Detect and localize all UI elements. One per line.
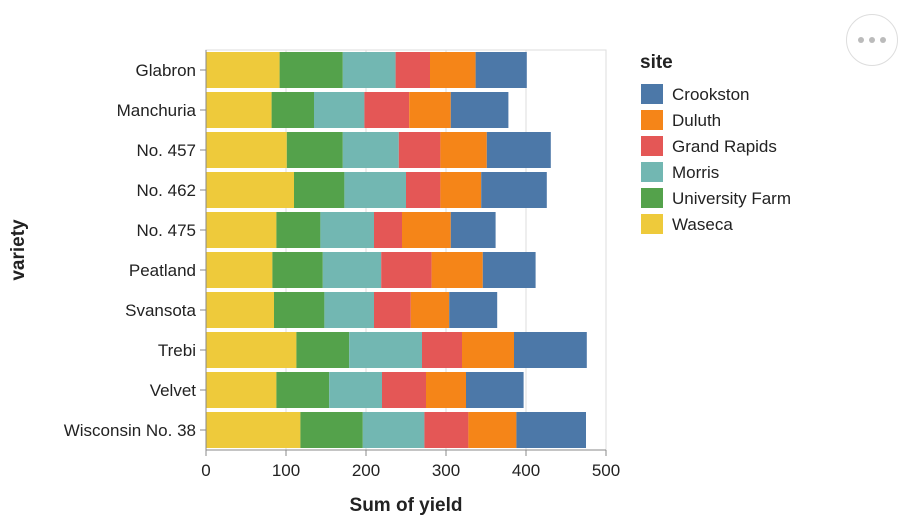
bar-manchuria-waseca [206, 92, 272, 128]
y-tick-label-wisconsin-no-38: Wisconsin No. 38 [64, 421, 196, 440]
bar-trebi-grand-rapids [422, 332, 462, 368]
x-tick-label: 200 [352, 461, 380, 480]
legend-swatch-waseca [641, 214, 663, 234]
legend-label-university-farm: University Farm [672, 189, 791, 208]
bar-wisconsin-no-38-waseca [206, 412, 301, 448]
legend-title: site [640, 52, 673, 73]
legend-swatch-duluth [641, 110, 663, 130]
bar-wisconsin-no-38-grand-rapids [424, 412, 469, 448]
bar-no-475-grand-rapids [374, 212, 402, 248]
bar-manchuria-grand-rapids [364, 92, 410, 128]
bar-glabron-morris [342, 52, 396, 88]
legend-swatch-morris [641, 162, 663, 182]
bar-svansota-morris [324, 292, 374, 328]
bar-svansota-grand-rapids [374, 292, 411, 328]
bar-no-462-grand-rapids [406, 172, 441, 208]
bar-wisconsin-no-38-morris [362, 412, 425, 448]
bar-svansota-university-farm [274, 292, 325, 328]
y-tick-label-glabron: Glabron [136, 61, 196, 80]
bar-no-475-morris [320, 212, 374, 248]
y-tick-label-no-475: No. 475 [136, 221, 196, 240]
bar-no-457-grand-rapids [398, 132, 441, 168]
y-tick-label-manchuria: Manchuria [117, 101, 197, 120]
bar-trebi-crookston [514, 332, 587, 368]
legend-label-grand-rapids: Grand Rapids [672, 137, 777, 156]
bar-manchuria-duluth [409, 92, 451, 128]
legend-label-duluth: Duluth [672, 111, 721, 130]
bar-peatland-waseca [206, 252, 273, 288]
more-icon [858, 37, 886, 43]
bar-trebi-morris [349, 332, 422, 368]
bar-trebi-duluth [462, 332, 514, 368]
bar-no-462-duluth [440, 172, 482, 208]
bar-velvet-grand-rapids [382, 372, 426, 408]
bar-no-457-crookston [486, 132, 551, 168]
bar-wisconsin-no-38-duluth [468, 412, 517, 448]
bar-svansota-crookston [449, 292, 498, 328]
legend-swatch-crookston [641, 84, 663, 104]
bar-velvet-duluth [426, 372, 466, 408]
bar-wisconsin-no-38-university-farm [300, 412, 363, 448]
bar-glabron-waseca [206, 52, 280, 88]
x-tick-label: 400 [512, 461, 540, 480]
bar-trebi-waseca [206, 332, 297, 368]
bar-wisconsin-no-38-crookston [516, 412, 586, 448]
bar-no-457-waseca [206, 132, 287, 168]
y-tick-label-peatland: Peatland [129, 261, 196, 280]
legend-swatch-university-farm [641, 188, 663, 208]
bar-velvet-crookston [466, 372, 524, 408]
bar-svansota-duluth [410, 292, 450, 328]
legend-label-morris: Morris [672, 163, 719, 182]
bar-peatland-grand-rapids [381, 252, 432, 288]
bar-manchuria-university-farm [271, 92, 314, 128]
y-tick-label-svansota: Svansota [125, 301, 196, 320]
actions-menu-button[interactable] [846, 14, 898, 66]
bar-glabron-grand-rapids [395, 52, 430, 88]
bar-glabron-university-farm [279, 52, 343, 88]
bar-manchuria-crookston [450, 92, 509, 128]
y-tick-label-no-457: No. 457 [136, 141, 196, 160]
x-tick-label: 0 [201, 461, 210, 480]
x-tick-label: 500 [592, 461, 620, 480]
bar-no-462-waseca [206, 172, 294, 208]
bar-svansota-waseca [206, 292, 274, 328]
bars [206, 52, 587, 448]
legend: site Crookston Duluth Grand Rapids Morris Un… [640, 52, 791, 234]
y-tick-label-no-462: No. 462 [136, 181, 196, 200]
bar-velvet-university-farm [276, 372, 330, 408]
y-tick-label-velvet: Velvet [150, 381, 197, 400]
bar-no-457-duluth [440, 132, 487, 168]
bar-peatland-duluth [431, 252, 483, 288]
bar-no-457-morris [342, 132, 399, 168]
bar-glabron-duluth [430, 52, 476, 88]
bar-no-457-university-farm [286, 132, 343, 168]
bar-no-475-waseca [206, 212, 277, 248]
bar-peatland-university-farm [272, 252, 323, 288]
bar-no-475-duluth [402, 212, 451, 248]
bar-velvet-morris [329, 372, 382, 408]
x-tick-label: 100 [272, 461, 300, 480]
bar-no-475-crookston [450, 212, 496, 248]
bar-peatland-crookston [482, 252, 536, 288]
legend-label-crookston: Crookston [672, 85, 749, 104]
bar-no-462-morris [344, 172, 406, 208]
bar-glabron-crookston [475, 52, 527, 88]
x-tick-label: 300 [432, 461, 460, 480]
bar-trebi-university-farm [296, 332, 350, 368]
bar-no-475-university-farm [276, 212, 321, 248]
y-tick-label-trebi: Trebi [158, 341, 196, 360]
bar-velvet-waseca [206, 372, 277, 408]
x-axis-title: Sum of yield [350, 495, 463, 516]
axes: 0 100 200 300 400 500 Glabron Manchuria No. 457 N… [64, 50, 620, 480]
bar-manchuria-morris [314, 92, 365, 128]
bar-peatland-morris [322, 252, 382, 288]
legend-swatch-grand-rapids [641, 136, 663, 156]
legend-label-waseca: Waseca [672, 215, 733, 234]
bar-no-462-university-farm [294, 172, 345, 208]
y-axis-title: variety [8, 219, 29, 281]
bar-no-462-crookston [481, 172, 547, 208]
